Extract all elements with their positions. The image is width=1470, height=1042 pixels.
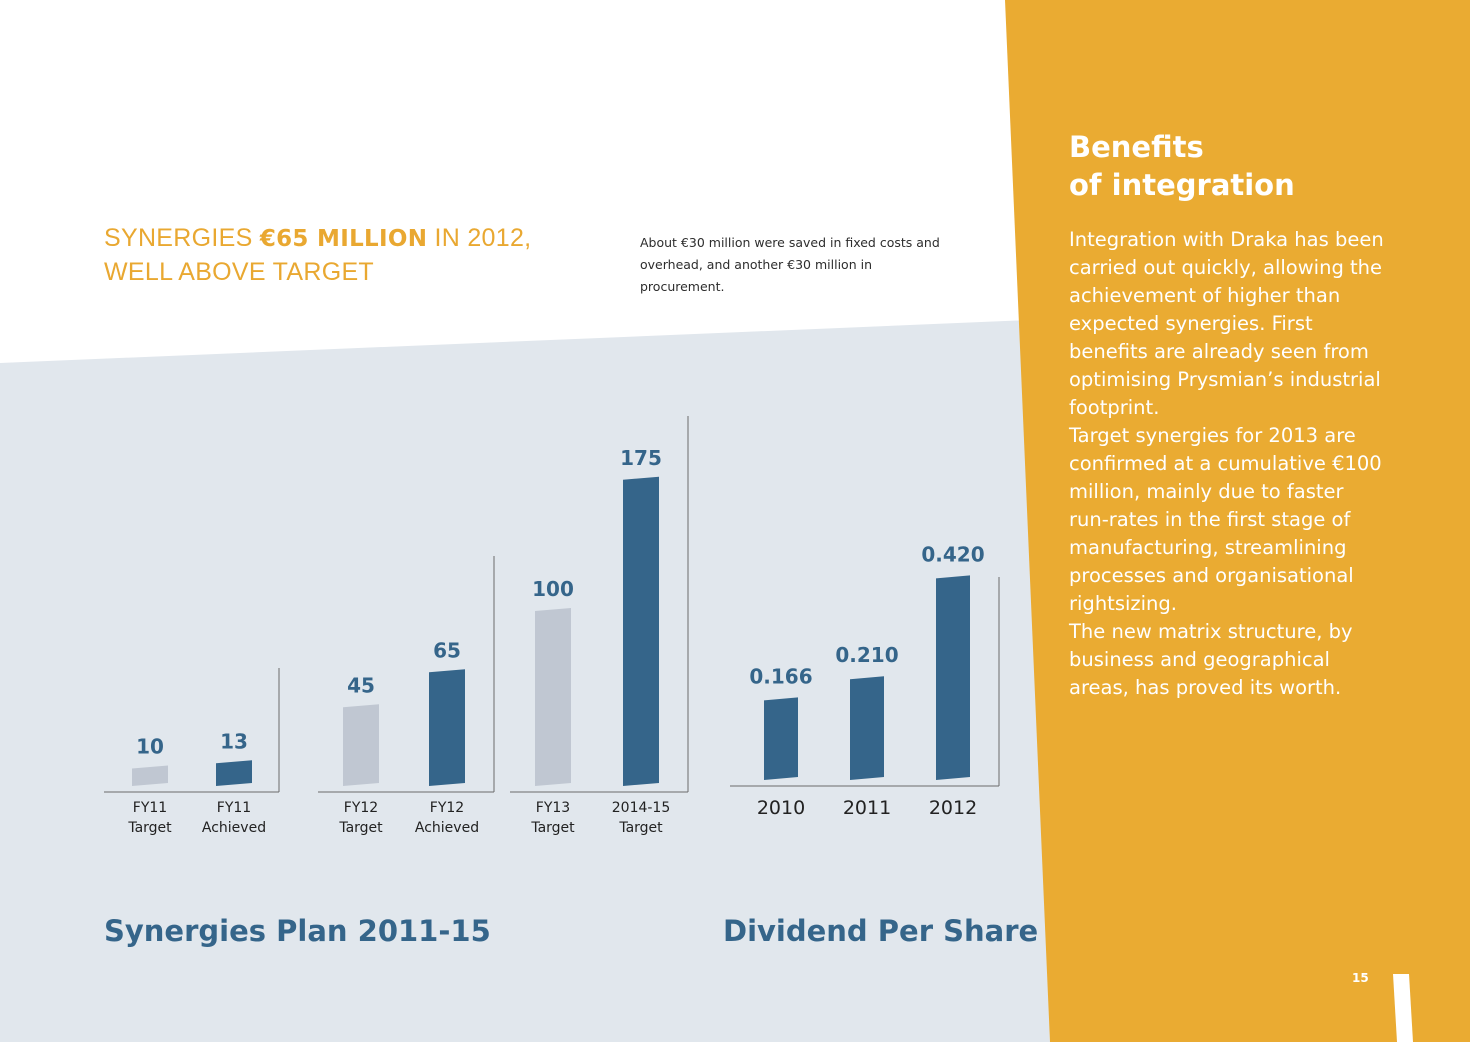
page-edge-mark (1393, 974, 1413, 1042)
year-label: 2010 (757, 797, 805, 819)
category-label-line1: FY11 (133, 800, 167, 816)
sidebar-title: Benefits of integration (1069, 128, 1369, 204)
category-label-line2: Target (127, 820, 172, 836)
category-label-line2: Target (338, 820, 383, 836)
bar-value-label: 175 (620, 446, 662, 470)
dividend-bar (764, 697, 798, 780)
dividend-bar (850, 676, 884, 780)
intro-text: About €30 million were saved in fixed co… (640, 235, 940, 294)
category-label-line1: FY11 (217, 800, 251, 816)
category-label-line2: Target (530, 820, 575, 836)
synergy-bar (216, 760, 252, 786)
bar-value-label: 13 (220, 729, 248, 753)
bar-value-label: 0.166 (749, 664, 812, 688)
dividend-bar (936, 575, 970, 780)
synergy-bar (535, 608, 571, 786)
synergy-bar (343, 704, 379, 786)
headline: SYNERGIES €65 MILLION IN 2012, WELL ABOV… (104, 222, 584, 289)
bar-value-label: 65 (433, 638, 461, 662)
sidebar-paragraph: Integration with Draka has been carried … (1069, 228, 1384, 419)
synergy-bar (429, 669, 465, 786)
sidebar-paragraph: Target synergies for 2013 are confirmed … (1069, 424, 1382, 615)
category-label-line1: FY12 (344, 800, 378, 816)
sidebar-panel (1005, 0, 1470, 1042)
category-label-line1: 2014-15 (612, 800, 671, 816)
category-label-line1: FY13 (536, 800, 570, 816)
headline-post: IN 2012, WELL ABOVE TARGET (104, 224, 532, 286)
sidebar-paragraph: The new matrix structure, by business an… (1069, 620, 1353, 699)
sidebar-body: Integration with Draka has been carried … (1069, 226, 1389, 702)
bar-value-label: 0.420 (921, 542, 984, 566)
bar-value-label: 10 (136, 735, 164, 759)
page-number: 15 (1352, 971, 1369, 985)
category-label-line1: FY12 (430, 800, 464, 816)
sidebar-title-line1: Benefits (1069, 130, 1204, 164)
year-label: 2011 (843, 797, 891, 819)
bar-value-label: 100 (532, 577, 574, 601)
headline-pre: SYNERGIES (104, 224, 260, 252)
category-label-line2: Target (618, 820, 663, 836)
category-label-line2: Achieved (415, 820, 479, 836)
synergy-bar (132, 765, 168, 786)
dividend-chart-title: Dividend Per Share (723, 914, 1039, 948)
year-label: 2012 (929, 797, 977, 819)
category-label-line2: Achieved (202, 820, 266, 836)
sidebar-title-line2: of integration (1069, 168, 1295, 202)
bar-value-label: 0.210 (835, 643, 898, 667)
headline-highlight: €65 MILLION (259, 226, 428, 252)
bar-value-label: 45 (347, 673, 375, 697)
synergy-bar (623, 476, 659, 786)
synergies-chart-title: Synergies Plan 2011-15 (104, 914, 491, 948)
chart-panel (0, 320, 1050, 1042)
